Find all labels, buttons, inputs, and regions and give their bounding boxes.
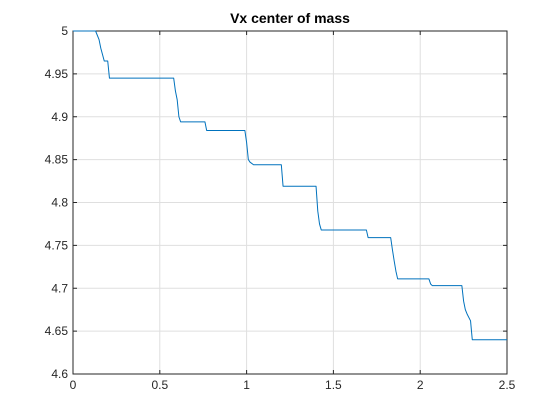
x-tick-label: 0 bbox=[70, 378, 77, 392]
chart-title: Vx center of mass bbox=[230, 10, 350, 26]
y-tick-label: 4.7 bbox=[51, 281, 68, 295]
x-tick-label: 0.5 bbox=[151, 378, 168, 392]
y-tick-label: 4.75 bbox=[45, 238, 69, 252]
series-lines bbox=[73, 30, 507, 341]
y-tick-label: 4.85 bbox=[45, 153, 69, 167]
series-line bbox=[73, 30, 507, 341]
y-tick-label: 4.6 bbox=[51, 367, 68, 381]
y-tick-label: 4.95 bbox=[45, 67, 69, 81]
y-tick-label: 5 bbox=[61, 24, 68, 38]
y-tick-label: 4.9 bbox=[51, 110, 68, 124]
y-tick-label: 4.65 bbox=[45, 324, 69, 338]
x-tick-label: 1.5 bbox=[325, 378, 342, 392]
axis-ticks: 0 0.5 1 1.5 2 2.5 4.6 4.65 4.7 4.75 4.8 4.85 4.9 4.95… bbox=[45, 24, 516, 392]
y-tick-label: 4.8 bbox=[51, 196, 68, 210]
x-tick-label: 2 bbox=[417, 378, 424, 392]
x-tick-label: 2.5 bbox=[499, 378, 516, 392]
x-tick-label: 1 bbox=[243, 378, 250, 392]
